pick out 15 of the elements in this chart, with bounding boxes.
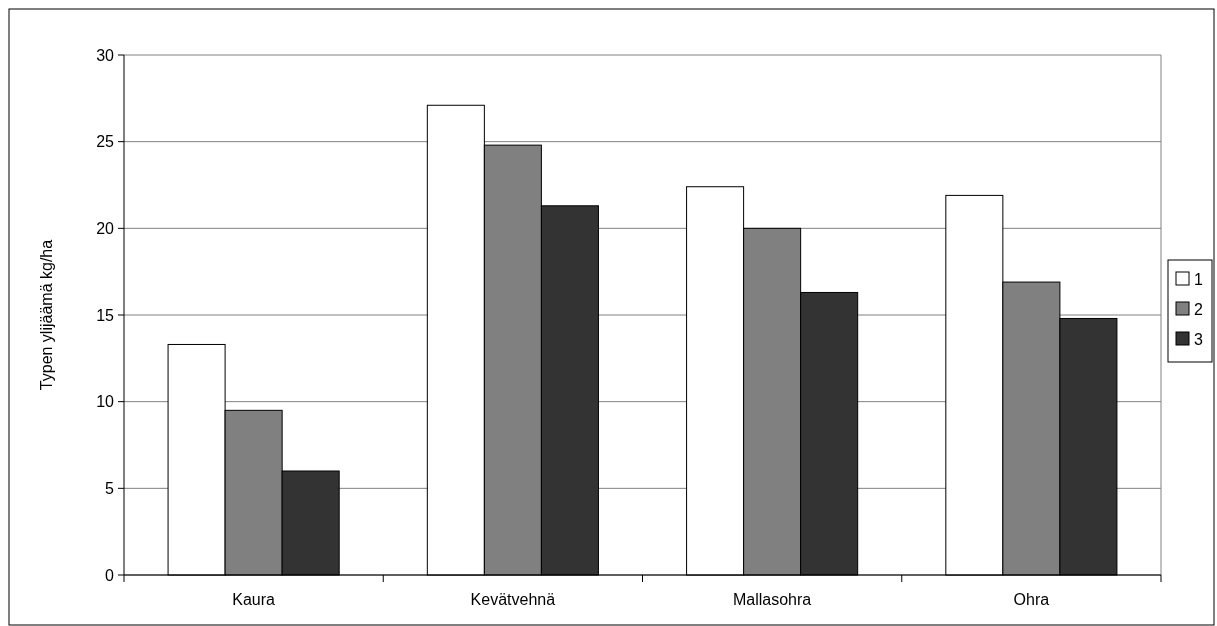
x-tick-label: Kevätvehnä xyxy=(470,591,556,608)
legend-label: 2 xyxy=(1194,300,1203,318)
y-axis-title: Typen ylijäämä kg/ha xyxy=(38,239,55,391)
y-tick-label: 30 xyxy=(96,46,115,64)
y-tick-label: 25 xyxy=(96,133,115,151)
legend-label: 3 xyxy=(1194,330,1203,348)
y-tick-label: 5 xyxy=(105,479,115,497)
x-tick-label: Mallasohra xyxy=(732,591,812,608)
y-tick-label: 15 xyxy=(96,306,115,324)
x-tick-label: Kaura xyxy=(232,591,276,608)
y-tick-label: 20 xyxy=(96,219,115,237)
y-tick-label: 0 xyxy=(105,566,115,584)
legend-label: 1 xyxy=(1194,270,1203,288)
x-tick-label: Ohra xyxy=(1013,591,1050,608)
y-tick-label: 10 xyxy=(96,393,115,411)
